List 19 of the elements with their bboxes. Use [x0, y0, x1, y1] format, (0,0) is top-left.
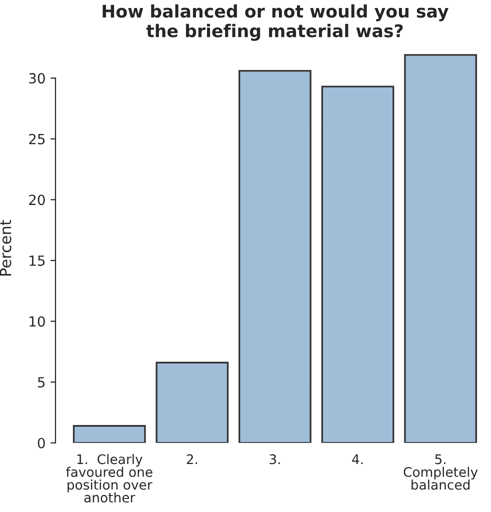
y-tick-label: 5 [38, 377, 45, 388]
bar [404, 54, 477, 443]
y-tick-label: 30 [29, 73, 45, 84]
bar [156, 362, 229, 443]
y-tick-label: 25 [29, 134, 45, 144]
x-tick-label: 2. [186, 454, 198, 464]
x-tick-label: 1. Clearly favoured one position over another [66, 454, 152, 503]
y-tick-label: 10 [30, 316, 45, 327]
bar [238, 70, 312, 443]
y-axis-title: Percent [0, 220, 12, 276]
bar [321, 86, 394, 443]
y-tick-label: 20 [29, 194, 45, 206]
bar [72, 425, 146, 443]
y-tick-label: 0 [38, 438, 45, 448]
y-tick-label: 15 [30, 256, 45, 266]
x-tick-label: 5. Completely balanced [404, 454, 478, 490]
chart-title: How balanced or not would you say the briefing material was? [102, 4, 448, 41]
x-tick-label: 4. [352, 454, 363, 464]
x-tick-label: 3. [270, 454, 280, 464]
